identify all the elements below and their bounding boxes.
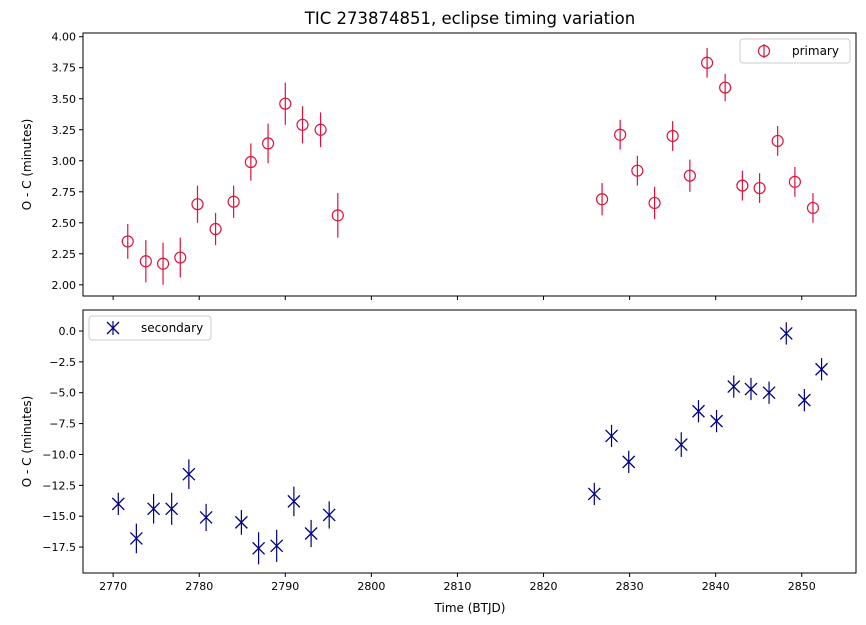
y-tick-label: 2.00 bbox=[52, 279, 77, 292]
legend-marker bbox=[757, 44, 771, 58]
secondary-panel: 2770 2780 2790 2800 2810 2820 2830 2840 2850 0.0 −… bbox=[20, 309, 857, 593]
x-tick-label: 2850 bbox=[788, 580, 816, 593]
data-point bbox=[806, 201, 820, 215]
data-point bbox=[762, 386, 776, 400]
legend-label: secondary bbox=[141, 321, 203, 335]
legend-box bbox=[88, 315, 212, 341]
data-point bbox=[191, 198, 204, 211]
data-point bbox=[199, 510, 213, 524]
y-axis-label: O - C (minutes) bbox=[20, 396, 34, 488]
data-point bbox=[174, 251, 187, 264]
legend: secondary bbox=[88, 315, 212, 341]
legend-label: primary bbox=[792, 44, 839, 58]
x-tick-label: 2800 bbox=[357, 580, 385, 593]
legend: primary bbox=[739, 38, 851, 64]
data-point bbox=[129, 531, 143, 545]
y-tick-label: −15.0 bbox=[42, 510, 76, 523]
data-point bbox=[710, 414, 724, 428]
y-tick-label: 3.00 bbox=[52, 155, 77, 168]
data-point bbox=[719, 81, 732, 94]
data-point bbox=[595, 193, 609, 206]
data-point bbox=[648, 196, 661, 210]
x-tick-label: 2830 bbox=[616, 580, 644, 593]
data-point bbox=[744, 382, 758, 396]
data-point bbox=[227, 195, 240, 208]
data-point bbox=[622, 455, 636, 469]
data-point bbox=[234, 515, 248, 529]
plot-frame bbox=[82, 309, 857, 574]
data-point bbox=[779, 327, 793, 340]
legend-marker bbox=[106, 321, 120, 335]
y-tick-label: 2.25 bbox=[52, 248, 77, 261]
data-point bbox=[287, 494, 301, 508]
plot-frame bbox=[82, 32, 857, 297]
data-point bbox=[771, 134, 784, 148]
data-point bbox=[165, 502, 179, 516]
x-tick-label: 2770 bbox=[99, 580, 127, 593]
data-point bbox=[683, 169, 696, 182]
x-tick-label: 2810 bbox=[443, 580, 471, 593]
x-axis-label: Time (BTJD) bbox=[434, 601, 506, 615]
data-point bbox=[322, 508, 336, 522]
y-tick-label: −12.5 bbox=[42, 479, 76, 492]
data-point bbox=[209, 222, 222, 236]
data-point bbox=[182, 467, 196, 481]
x-tick-label: 2780 bbox=[185, 580, 213, 593]
data-point bbox=[244, 155, 257, 169]
primary-series bbox=[121, 47, 820, 285]
data-point bbox=[331, 209, 344, 222]
y-tick-label: −17.5 bbox=[42, 541, 76, 554]
data-point bbox=[797, 393, 811, 407]
data-point bbox=[753, 181, 766, 195]
data-point bbox=[252, 541, 266, 555]
data-point bbox=[614, 128, 627, 141]
y-tick-label: −5.0 bbox=[49, 387, 76, 400]
data-point bbox=[156, 257, 170, 270]
data-point bbox=[605, 429, 618, 443]
data-point bbox=[270, 539, 284, 553]
secondary-series bbox=[111, 322, 829, 565]
chart-title: TIC 273874851, eclipse timing variation bbox=[304, 9, 635, 28]
x-tick-label: 2820 bbox=[530, 580, 558, 593]
y-tick-label: 3.75 bbox=[52, 62, 77, 75]
y-axis-label: O - C (minutes) bbox=[20, 119, 34, 211]
data-point bbox=[111, 497, 125, 511]
y-tick-label: −10.0 bbox=[42, 448, 76, 461]
y-tick-label: −2.5 bbox=[49, 356, 76, 369]
x-tick-label: 2840 bbox=[702, 580, 730, 593]
data-point bbox=[279, 97, 292, 110]
data-point bbox=[314, 123, 327, 136]
data-point bbox=[631, 164, 644, 177]
data-point bbox=[692, 404, 705, 418]
y-tick-label: 4.00 bbox=[52, 31, 77, 44]
data-point bbox=[674, 438, 688, 452]
y-tick-label: 0.0 bbox=[59, 325, 77, 338]
data-point bbox=[736, 179, 749, 192]
y-tick-label: 2.75 bbox=[52, 186, 77, 199]
y-tick-label: 2.50 bbox=[52, 217, 77, 230]
data-point bbox=[261, 137, 275, 150]
data-point bbox=[700, 56, 714, 69]
data-point bbox=[587, 487, 601, 501]
data-point bbox=[727, 380, 741, 394]
data-point bbox=[147, 502, 161, 516]
data-point bbox=[121, 235, 134, 248]
data-point bbox=[788, 175, 801, 188]
data-point bbox=[666, 129, 679, 143]
data-point bbox=[139, 255, 152, 268]
y-tick-label: 3.25 bbox=[52, 124, 77, 137]
y-tick-label: 3.50 bbox=[52, 93, 77, 106]
primary-panel: 2.00 2.25 2.50 2.75 3.00 3.25 3.50 3.75 4.00 O - … bbox=[20, 31, 857, 300]
data-point bbox=[296, 118, 309, 131]
data-point bbox=[815, 362, 829, 376]
data-point bbox=[304, 527, 318, 540]
y-tick-label: −7.5 bbox=[49, 418, 76, 431]
legend-box bbox=[739, 38, 851, 64]
x-tick-label: 2790 bbox=[271, 580, 299, 593]
